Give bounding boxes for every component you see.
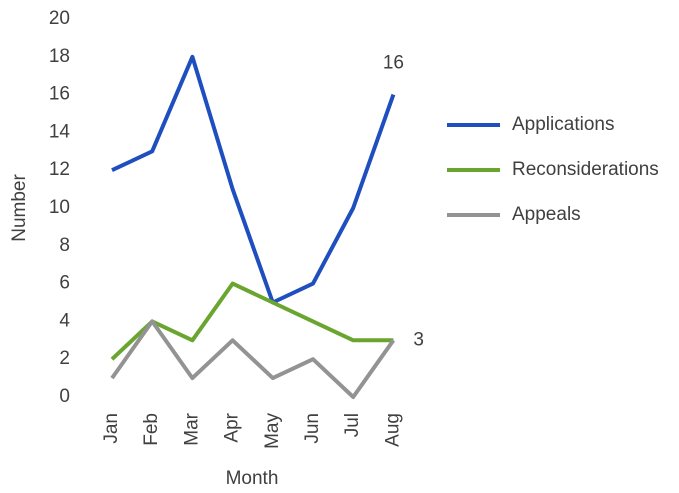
x-tick-label: Jan: [101, 413, 122, 444]
series-line: [110, 319, 396, 399]
y-tick-label: 2: [59, 348, 70, 369]
legend-label: Reconsiderations: [512, 159, 659, 180]
x-tick-label: Feb: [141, 413, 162, 446]
y-tick-label: 10: [49, 197, 70, 218]
y-tick-label: 6: [59, 273, 70, 294]
data-label: 16: [383, 53, 404, 74]
series-line: [110, 281, 394, 361]
series-line: [111, 54, 396, 305]
y-tick-label: 14: [49, 121, 71, 142]
y-tick-label: 16: [49, 84, 70, 105]
x-tick-label: Jul: [342, 413, 363, 437]
y-axis-label: Number: [9, 174, 30, 242]
y-tick-label: 4: [59, 310, 70, 331]
legend-label: Applications: [512, 114, 614, 135]
x-tick-label: Jun: [302, 413, 323, 444]
x-axis-label: Month: [226, 468, 279, 489]
x-tick-label: Mar: [181, 412, 202, 445]
y-tick-label: 18: [49, 46, 70, 67]
y-tick-label: 8: [59, 235, 70, 256]
y-tick-label: 0: [59, 386, 70, 407]
y-tick-label: 12: [49, 159, 70, 180]
y-tick-label: 20: [49, 8, 70, 29]
x-tick-label: May: [262, 413, 283, 449]
legend-label: Appeals: [512, 204, 581, 225]
data-label: 3: [413, 329, 424, 350]
x-tick-label: Aug: [382, 413, 403, 447]
x-tick-label: Apr: [222, 412, 243, 442]
